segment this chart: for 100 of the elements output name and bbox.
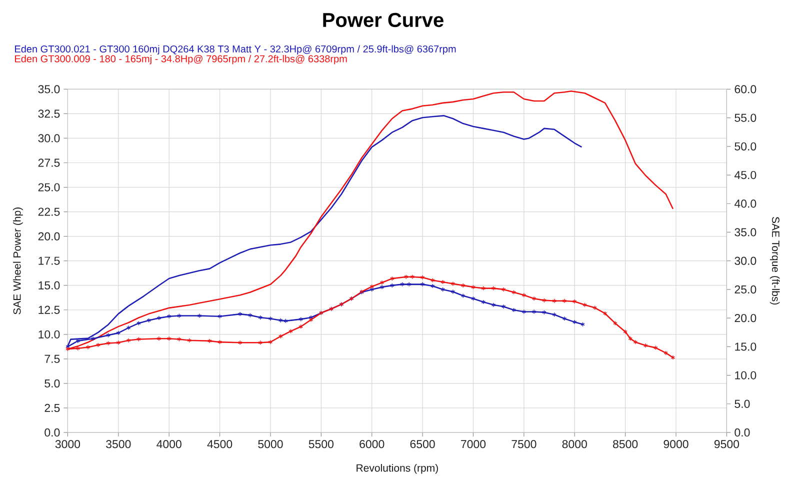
point <box>390 283 394 288</box>
point <box>461 283 466 288</box>
y2-tick-label: 5.0 <box>734 400 750 408</box>
point <box>562 298 567 304</box>
point <box>420 282 425 287</box>
x-tick-label: 9000 <box>664 440 688 448</box>
point <box>278 334 283 339</box>
point <box>664 350 668 356</box>
y-tick-label: 5.0 <box>44 379 60 388</box>
point <box>76 346 80 351</box>
point <box>450 281 456 286</box>
point <box>298 316 303 322</box>
point <box>167 314 172 319</box>
point <box>512 308 516 312</box>
point <box>288 328 293 334</box>
y2-tick-label: 60.0 <box>734 85 756 94</box>
x-tick-label: 8500 <box>613 440 638 448</box>
y2-tick-label: 0.0 <box>734 428 750 437</box>
chart-title: Power Curve <box>323 12 444 28</box>
point <box>380 284 384 290</box>
y2-tick-label: 50.0 <box>734 142 756 150</box>
point <box>258 340 262 346</box>
point <box>450 289 456 294</box>
point <box>126 325 131 330</box>
point <box>542 298 546 303</box>
point <box>430 284 435 288</box>
y-tick-label: 22.5 <box>38 208 60 216</box>
y2-tick-label: 15.0 <box>735 342 756 351</box>
point <box>268 316 273 321</box>
point <box>572 320 577 324</box>
x-tick-label: 4500 <box>207 440 232 448</box>
y-tick-label: 35.0 <box>38 85 60 94</box>
point <box>156 336 162 342</box>
point <box>90 336 96 342</box>
y-tick-label: 0.0 <box>44 428 60 437</box>
point <box>177 336 182 342</box>
point <box>522 292 526 298</box>
point <box>370 284 374 289</box>
x-tick-label: 5000 <box>258 440 283 448</box>
y-tick-label: 17.5 <box>38 256 60 265</box>
point <box>481 300 486 304</box>
point <box>308 315 314 320</box>
x-tick-label: 4000 <box>156 440 182 448</box>
x-tick-label: 7500 <box>512 440 536 448</box>
y2-tick-label: 25.0 <box>734 285 756 294</box>
point <box>491 286 496 291</box>
point <box>116 330 120 336</box>
point <box>400 282 404 287</box>
point <box>532 296 536 301</box>
point <box>406 282 412 287</box>
point <box>552 312 556 317</box>
x-tick-label: 6500 <box>410 440 435 448</box>
point <box>410 274 414 280</box>
y2-tick-label: 40.0 <box>734 200 756 208</box>
point <box>471 284 476 290</box>
point <box>126 338 131 343</box>
point <box>440 280 445 284</box>
y-tick-label: 32.5 <box>38 110 60 118</box>
point <box>177 313 182 318</box>
point <box>238 340 242 346</box>
point <box>238 312 242 316</box>
point <box>633 340 638 344</box>
point <box>512 290 516 295</box>
y2-tick-label: 10.0 <box>735 371 756 380</box>
point <box>404 274 408 280</box>
point <box>522 309 526 314</box>
point <box>167 336 172 342</box>
x-tick-label: 9500 <box>714 440 740 448</box>
y2-tick-label: 35.0 <box>734 228 756 236</box>
point <box>654 345 658 350</box>
point <box>106 332 110 338</box>
y-tick-label: 10.0 <box>38 330 60 338</box>
point <box>218 314 222 319</box>
point <box>602 311 608 316</box>
point <box>146 318 151 323</box>
point <box>248 312 252 318</box>
x-axis-title: Revolutions (rpm) <box>356 464 438 474</box>
point <box>420 275 425 280</box>
y-axis-title: SAE Wheel Power (hp) <box>13 208 23 314</box>
text: Eden GT300.021 - GT300 160mj DQ264 K38 T3 Matt Y - 32.3Hp@ 6709rpm / 25.9ft-lbs@ 6367rpm <box>15 45 456 55</box>
point <box>370 287 374 292</box>
x-tick-label: 3000 <box>55 440 80 448</box>
point <box>461 293 466 298</box>
point <box>552 298 556 304</box>
point <box>502 304 506 309</box>
point <box>532 309 536 314</box>
point <box>136 320 141 326</box>
point <box>623 329 628 334</box>
x-tick-label: 7000 <box>461 440 486 448</box>
point <box>390 276 394 281</box>
point <box>481 286 486 291</box>
y-tick-label: 12.5 <box>38 306 60 314</box>
point <box>284 318 288 324</box>
point <box>592 305 597 310</box>
point <box>197 313 202 318</box>
y-tick-label: 30.0 <box>38 134 60 142</box>
point <box>298 324 303 329</box>
point <box>542 310 546 315</box>
point <box>278 318 283 323</box>
point <box>440 287 445 292</box>
